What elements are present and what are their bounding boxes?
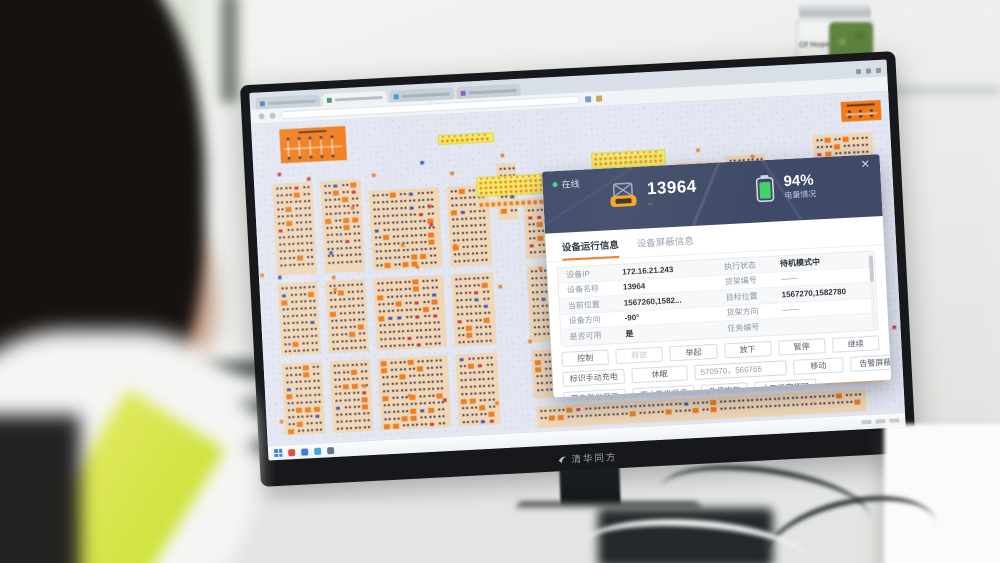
field-label: 设备IP — [566, 269, 591, 280]
field-label: 是否可用 — [569, 331, 602, 342]
action-button-标识手动充电[interactable]: 标识手动充电 — [562, 368, 626, 387]
background-wall — [900, 0, 1000, 430]
field-value: 1567260,1582... — [623, 295, 682, 308]
field-value: —— — [780, 273, 798, 284]
robot-icon — [610, 182, 637, 207]
back-icon[interactable] — [258, 113, 265, 120]
field-value: 172.16.21.243 — [621, 264, 674, 277]
field-value: 13964 — [622, 281, 646, 292]
field-label: 任务编号 — [727, 322, 760, 334]
device-info-table: 设备IP 172.16.21.243 执行状态 待机模式中 设备名称 13964 货架编号 —… — [556, 250, 879, 347]
extension-icon[interactable] — [584, 96, 592, 103]
taskbar-app-icon[interactable] — [326, 446, 335, 454]
field-label: 货架编号 — [724, 275, 758, 287]
field-label: 目标位置 — [725, 291, 758, 303]
forward-icon[interactable] — [269, 112, 276, 119]
action-button-暂停[interactable]: 暂停 — [777, 337, 826, 356]
action-button-移动[interactable]: 移动 — [793, 356, 844, 375]
field-label: 当前位置 — [567, 299, 601, 311]
battery-percent: 94% — [783, 171, 815, 191]
field-label: 货架方向 — [726, 306, 759, 318]
windows-start-icon[interactable] — [274, 448, 283, 458]
taskbar-app-icon[interactable] — [313, 447, 322, 455]
jar-lid — [799, 2, 871, 22]
person-shadow — [0, 415, 80, 563]
panel-tab-0[interactable]: 设备运行信息 — [561, 236, 620, 261]
favicon — [460, 90, 466, 96]
close-window-icon — [875, 67, 882, 74]
field-value: 1567270,1582780 — [781, 286, 847, 300]
taskbar-app-icon[interactable] — [301, 447, 309, 456]
action-button-休眠[interactable]: 休眠 — [631, 364, 688, 383]
action-button-放下[interactable]: 放下 — [723, 340, 772, 358]
desk-device — [598, 508, 773, 563]
screen: 在线 ✕ 13964 — [249, 59, 906, 461]
minimize-icon — [855, 68, 862, 75]
panel-tab-1[interactable]: 设备屏蔽信息 — [636, 235, 695, 250]
favicon — [326, 97, 332, 103]
action-button-告警屏蔽[interactable]: 告警屏蔽 — [849, 353, 892, 372]
background-frame-edge — [222, 0, 237, 102]
field-value: 是 — [625, 329, 634, 339]
action-button-继续[interactable]: 继续 — [831, 334, 880, 353]
action-button-释放[interactable]: 释放 — [615, 346, 664, 364]
taskbar-app-chrome-icon[interactable] — [288, 448, 296, 456]
field-value — [783, 321, 877, 326]
tongfang-logo-icon — [559, 456, 567, 463]
action-button-举起[interactable]: 举起 — [669, 343, 718, 361]
field-label: 设备名称 — [566, 284, 600, 295]
device-info-panel: 在线 ✕ 13964 — [541, 154, 892, 398]
favicon — [259, 100, 266, 106]
monitor-brand: 清华同方 — [571, 452, 618, 466]
jar-label: Of Hope — [798, 39, 831, 50]
move-coordinates-input[interactable] — [694, 359, 787, 380]
white-box — [884, 424, 1000, 563]
monitor-chin: 清华同方 — [260, 431, 916, 485]
robot-summary: 13964 -- — [608, 176, 698, 211]
field-value: —— — [782, 304, 799, 315]
field-value: -90° — [624, 313, 640, 323]
bookmark-icon[interactable] — [595, 95, 603, 102]
action-button-控制[interactable]: 控制 — [561, 349, 610, 367]
battery-summary: 94% 电量情况 — [754, 171, 817, 203]
field-label: 设备方向 — [568, 315, 601, 326]
panel-header: 在线 ✕ 13964 — [541, 154, 883, 234]
battery-label: 电量情况 — [784, 189, 817, 201]
favicon — [393, 93, 399, 99]
monitor: 在线 ✕ 13964 — [239, 51, 917, 487]
battery-icon — [755, 174, 775, 203]
robot-id: 13964 — [646, 176, 698, 199]
field-label: 执行状态 — [723, 260, 757, 272]
maximize-icon — [865, 68, 872, 74]
